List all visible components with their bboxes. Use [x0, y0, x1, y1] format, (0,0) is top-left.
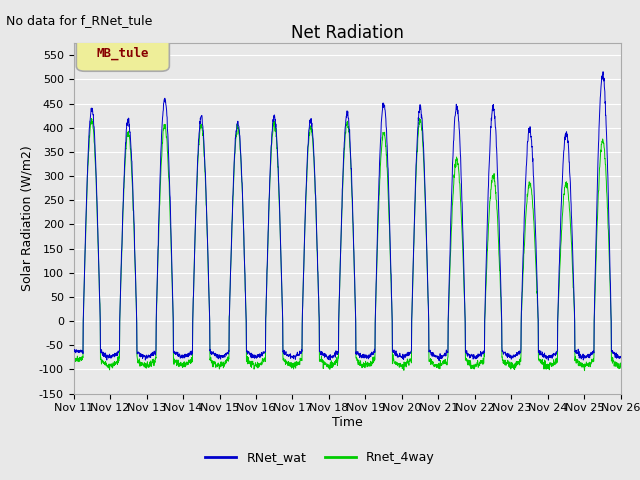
Rnet_4way: [584, 362, 592, 368]
RNet_wat: [506, 353, 514, 359]
RNet_wat: [617, 354, 625, 360]
Title: Net Radiation: Net Radiation: [291, 24, 404, 42]
Rnet_4way: [70, 356, 77, 362]
RNet_wat: [584, 353, 592, 359]
Rnet_4way: [506, 364, 514, 370]
RNet_wat: [363, 353, 371, 359]
Rnet_4way: [617, 364, 625, 370]
Rnet_4way: [580, 368, 588, 373]
RNet_wat: [375, 184, 383, 190]
FancyBboxPatch shape: [76, 36, 170, 71]
RNet_wat: [70, 348, 77, 353]
Line: Rnet_4way: Rnet_4way: [74, 119, 621, 371]
RNet_wat: [435, 358, 443, 364]
Y-axis label: Solar Radiation (W/m2): Solar Radiation (W/m2): [20, 145, 33, 291]
Legend: RNet_wat, Rnet_4way: RNet_wat, Rnet_4way: [200, 446, 440, 469]
Rnet_4way: [569, 269, 577, 275]
X-axis label: Time: Time: [332, 416, 363, 429]
RNet_wat: [599, 69, 607, 74]
Rnet_4way: [364, 364, 371, 370]
Rnet_4way: [223, 360, 230, 365]
RNet_wat: [569, 250, 577, 255]
Text: No data for f_RNet_tule: No data for f_RNet_tule: [6, 14, 153, 27]
Line: RNet_wat: RNet_wat: [74, 72, 621, 361]
Rnet_4way: [88, 116, 95, 121]
Text: MB_tule: MB_tule: [97, 47, 149, 60]
Rnet_4way: [375, 193, 383, 199]
RNet_wat: [222, 350, 230, 356]
